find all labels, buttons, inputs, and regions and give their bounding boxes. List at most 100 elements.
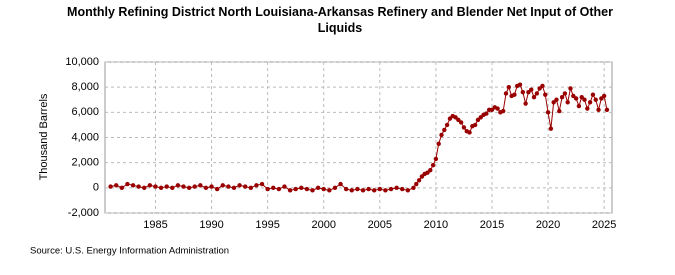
data-point: [321, 186, 326, 192]
data-point: [136, 184, 141, 189]
data-point: [394, 185, 399, 191]
data-point: [366, 186, 371, 192]
data-point: [158, 185, 164, 191]
data-point: [562, 91, 568, 96]
y-tick-label: 6,000: [71, 106, 99, 118]
data-point: [414, 181, 419, 187]
data-point: [226, 184, 231, 189]
data-point: [433, 156, 439, 162]
data-point: [214, 186, 220, 192]
x-tick-label: 2005: [368, 219, 392, 231]
data-line: [110, 83, 608, 191]
data-point: [220, 183, 225, 188]
x-tick-label: 2010: [424, 219, 448, 231]
data-point: [130, 183, 136, 188]
data-point: [489, 107, 495, 113]
data-point: [248, 185, 254, 191]
data-point: [576, 103, 582, 109]
data-point: [543, 92, 548, 97]
y-tick-label: -2,000: [68, 207, 99, 219]
data-point: [430, 162, 436, 168]
data-point: [559, 95, 565, 100]
y-tick-label: 0: [93, 182, 99, 194]
data-point: [439, 132, 444, 138]
data-point: [453, 115, 458, 120]
data-point: [287, 188, 293, 193]
data-point: [571, 93, 576, 99]
data-point: [520, 90, 526, 95]
data-point: [447, 116, 453, 121]
data-point: [548, 126, 554, 131]
data-point: [579, 95, 584, 100]
data-point: [383, 188, 388, 193]
data-point: [537, 86, 542, 91]
data-point: [568, 86, 573, 91]
data-point: [500, 108, 506, 114]
data-point: [237, 183, 242, 188]
data-point: [458, 120, 464, 125]
source: Source: U.S. Energy Information Administ…: [30, 246, 229, 257]
chart-title: Monthly Refining District North Louisian…: [67, 5, 613, 35]
data-point: [467, 130, 472, 135]
data-point: [259, 181, 265, 187]
y-tick-label: 8,000: [71, 81, 99, 93]
data-point: [186, 185, 192, 191]
data-point: [299, 185, 304, 191]
data-point: [192, 184, 197, 189]
data-point: [271, 185, 276, 191]
data-point: [360, 188, 366, 193]
data-point: [587, 100, 593, 105]
data-point: [310, 188, 315, 193]
data-point: [175, 183, 181, 188]
data-point: [531, 95, 537, 100]
data-point: [243, 184, 248, 189]
data-point: [405, 188, 411, 193]
data-point: [506, 84, 512, 90]
data-point: [442, 127, 447, 133]
data-point: [557, 108, 562, 114]
data-point: [585, 106, 590, 111]
data-point: [315, 185, 321, 191]
x-tick-label: 2000: [311, 219, 335, 231]
x-tick-label: 2015: [480, 219, 504, 231]
data-point: [478, 115, 483, 120]
data-point: [604, 107, 610, 113]
data-point: [582, 97, 587, 102]
data-point: [203, 185, 209, 191]
data-point: [265, 186, 270, 192]
data-point: [596, 107, 601, 113]
data-point: [461, 125, 467, 130]
data-point: [332, 185, 338, 191]
data-point: [304, 186, 310, 192]
data-point: [475, 117, 481, 123]
data-point: [573, 96, 579, 101]
data-point: [276, 186, 282, 192]
data-point: [400, 186, 405, 192]
y-tick-label: 10,000: [65, 56, 99, 68]
data-point: [198, 183, 203, 188]
y-tick-label: 2,000: [71, 157, 99, 169]
data-point: [554, 97, 559, 102]
data-point: [119, 185, 125, 191]
data-point: [147, 183, 153, 188]
data-point: [512, 92, 517, 97]
data-point: [484, 111, 489, 116]
data-point: [377, 186, 383, 192]
data-point: [254, 183, 259, 188]
data-point: [472, 122, 478, 128]
data-point: [601, 93, 607, 99]
data-point: [436, 141, 441, 146]
x-tick-label: 1985: [143, 219, 167, 231]
data-point: [142, 185, 147, 191]
data-point: [231, 185, 237, 191]
data-point: [590, 92, 596, 97]
data-point: [517, 82, 523, 87]
data-point: [425, 170, 430, 175]
data-point: [170, 185, 175, 191]
data-point: [282, 184, 287, 189]
data-point: [416, 178, 422, 183]
data-point: [495, 106, 500, 111]
y-axis-label: Thousand Barrels: [38, 93, 50, 180]
